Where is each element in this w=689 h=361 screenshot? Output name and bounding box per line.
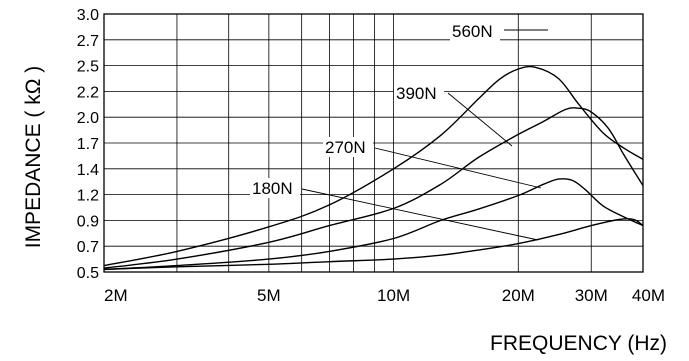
y-tick-label: 0.5: [77, 265, 99, 282]
y-tick-label: 3.0: [77, 7, 99, 24]
x-tick-label: 5M: [257, 286, 281, 305]
label-background-390n: [394, 83, 444, 103]
y-tick-label: 0.7: [77, 239, 99, 256]
label-background-560n: [450, 21, 500, 41]
label-leader-lines: [301, 29, 548, 241]
y-tick-label: 2.2: [77, 84, 99, 101]
x-tick-label: 30M: [575, 286, 608, 305]
series-label-180n: 180N: [252, 179, 293, 198]
plot-area-border: [103, 13, 644, 273]
label-background-270n: [323, 137, 373, 157]
y-tick-label: 2.0: [77, 110, 99, 127]
series-560n-curve: [103, 65, 644, 267]
leader-line-180n: [301, 188, 539, 241]
x-tick-label: 10M: [377, 286, 410, 305]
leader-line-390n: [447, 92, 513, 147]
y-tick-label: 1.7: [77, 136, 99, 153]
y-tick-label: 0.9: [77, 213, 99, 230]
x-tick-label: 20M: [502, 286, 535, 305]
series-180n-curve: [103, 218, 644, 271]
y-tick-label: 2.5: [77, 59, 99, 76]
series-label-390n: 390N: [396, 84, 437, 103]
x-axis-label: FREQUENCY (Hz): [490, 332, 667, 355]
x-tick-label: 2M: [104, 286, 128, 305]
leader-line-270n: [374, 147, 542, 189]
x-tick-labels: 2M 5M 10M 20M 30M 40M: [104, 286, 665, 305]
y-tick-label: 1.4: [77, 162, 99, 179]
y-tick-label: 1.2: [77, 188, 99, 205]
data-series: [103, 65, 644, 271]
series-labels: 560N 390N 270N 180N: [250, 21, 500, 198]
y-tick-labels: 0.5 0.7 0.9 1.2 1.4 1.7 2.0 2.2 2.5 2.7 3.0: [77, 7, 99, 282]
series-390n-curve: [103, 107, 644, 269]
x-tick-label: 40M: [632, 286, 665, 305]
label-background-180n: [250, 178, 300, 198]
y-tick-label: 2.7: [77, 33, 99, 50]
series-label-560n: 560N: [452, 22, 493, 41]
series-270n-curve: [103, 178, 644, 271]
series-label-270n: 270N: [325, 138, 366, 157]
y-axis-label: IMPEDANCE ( kΩ ): [22, 66, 45, 249]
